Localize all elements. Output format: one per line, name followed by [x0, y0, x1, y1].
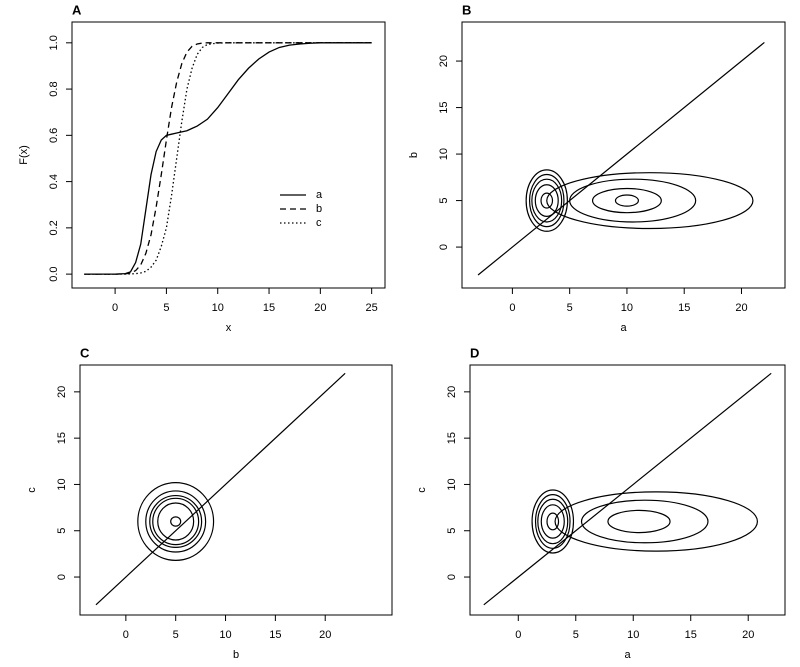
x-tick-label: 20 — [735, 302, 747, 314]
contour — [534, 494, 571, 549]
contour — [607, 509, 671, 534]
contour — [157, 502, 195, 541]
y-tick-label: 20 — [446, 386, 458, 398]
contour — [525, 169, 568, 232]
x-tick-label: 10 — [627, 629, 639, 641]
y-tick-label: 15 — [446, 432, 458, 444]
y-tick-label: 5 — [446, 528, 458, 534]
x-tick-label: 15 — [685, 629, 697, 641]
legend-label: b — [316, 203, 322, 215]
y-tick-label: 0.4 — [48, 174, 60, 189]
y-tick-label: 10 — [56, 478, 68, 490]
contour — [591, 187, 662, 214]
contour — [580, 499, 709, 544]
contour — [152, 497, 200, 546]
contour — [528, 173, 565, 228]
x-tick-label: 15 — [263, 302, 275, 314]
legend-label: a — [316, 189, 323, 201]
cdf-line — [84, 42, 372, 275]
contour — [149, 494, 203, 549]
x-tick-label: 0 — [112, 302, 118, 314]
y-tick-label: 15 — [56, 432, 68, 444]
x-tick-label: 5 — [163, 302, 169, 314]
contour — [554, 491, 759, 552]
plot-frame — [71, 21, 386, 289]
y-tick-label: 15 — [438, 101, 450, 113]
x-tick-label: 15 — [678, 302, 690, 314]
y-tick-label: 10 — [446, 478, 458, 490]
x-tick-label: 5 — [567, 302, 573, 314]
y-tick-label: 20 — [438, 55, 450, 67]
x-tick-label: 20 — [742, 629, 754, 641]
panel-letter: A — [72, 2, 82, 17]
y-tick-label: 5 — [438, 198, 450, 204]
x-tick-label: 0 — [509, 302, 515, 314]
x-tick-label: 5 — [573, 629, 579, 641]
y-tick-label: 10 — [438, 148, 450, 160]
y-tick-label: 1.0 — [48, 35, 60, 50]
x-tick-label: 5 — [173, 629, 179, 641]
legend-label: c — [316, 217, 322, 229]
contour — [540, 504, 565, 539]
panel-letter: B — [462, 2, 471, 17]
contour — [170, 516, 182, 527]
y-axis-label: F(x) — [18, 145, 30, 165]
contour — [537, 498, 569, 545]
x-axis-label: b — [233, 649, 239, 661]
y-tick-label: 0.2 — [48, 220, 60, 235]
contour — [614, 194, 639, 207]
y-tick-label: 5 — [56, 528, 68, 534]
y-tick-label: 0.8 — [48, 81, 60, 96]
y-axis-label: b — [408, 152, 420, 158]
x-tick-label: 15 — [269, 629, 281, 641]
contour — [569, 178, 697, 223]
y-tick-label: 0 — [446, 574, 458, 580]
y-tick-label: 0 — [438, 244, 450, 250]
x-tick-label: 25 — [366, 302, 378, 314]
contour — [534, 184, 559, 217]
y-axis-label: c — [416, 487, 428, 493]
x-tick-label: 0 — [123, 629, 129, 641]
cdf-line — [84, 42, 372, 275]
x-tick-label: 20 — [314, 302, 326, 314]
panel-letter: C — [80, 345, 90, 360]
plot-frame — [79, 364, 393, 616]
reference-line — [95, 372, 346, 606]
x-axis-label: a — [624, 649, 631, 661]
reference-line — [477, 41, 765, 276]
x-axis-label: x — [226, 322, 232, 334]
contour — [546, 512, 560, 531]
contour — [531, 178, 563, 223]
y-tick-label: 20 — [56, 386, 68, 398]
x-tick-label: 10 — [212, 302, 224, 314]
plot-frame — [469, 364, 786, 616]
y-tick-label: 0.0 — [48, 266, 60, 281]
panel-letter: D — [470, 345, 479, 360]
y-axis-label: c — [26, 487, 38, 493]
y-tick-label: 0.6 — [48, 128, 60, 143]
contour — [145, 490, 207, 553]
contour — [531, 489, 575, 554]
x-tick-label: 10 — [621, 302, 633, 314]
y-tick-label: 0 — [56, 574, 68, 580]
contour — [137, 481, 215, 561]
x-axis-label: a — [620, 322, 627, 334]
x-tick-label: 0 — [515, 629, 521, 641]
x-tick-label: 10 — [219, 629, 231, 641]
plot-frame — [461, 21, 786, 289]
reference-line — [483, 372, 772, 606]
cdf-line — [84, 42, 372, 275]
x-tick-label: 20 — [319, 629, 331, 641]
contour — [540, 192, 554, 209]
contour — [546, 172, 754, 230]
